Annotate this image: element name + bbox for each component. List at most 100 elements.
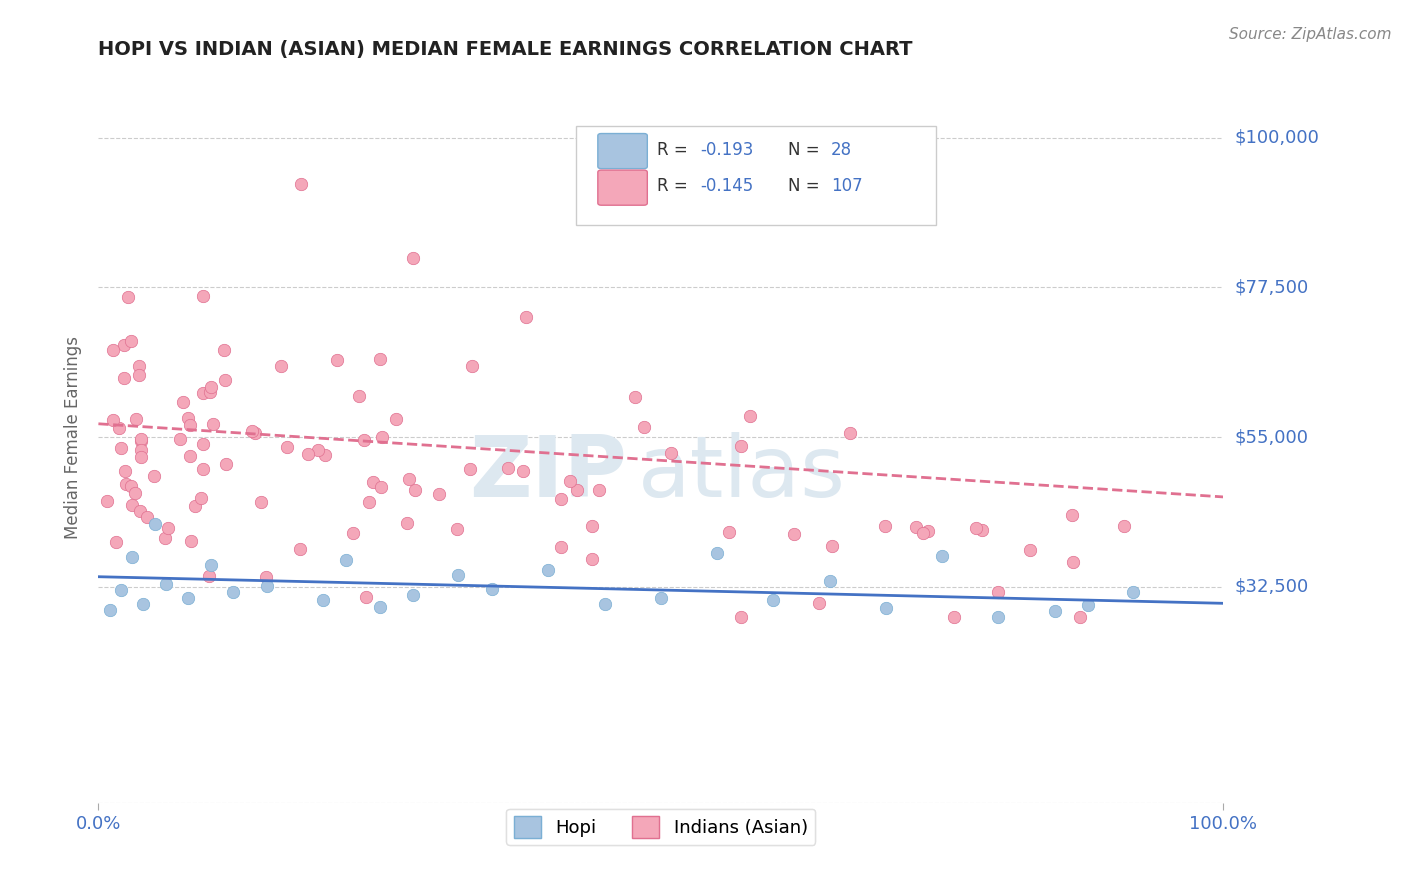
Point bbox=[129, 504, 152, 518]
Point bbox=[565, 483, 588, 497]
Point bbox=[326, 353, 349, 368]
Point bbox=[335, 553, 357, 567]
Point bbox=[911, 525, 934, 540]
Text: R =: R = bbox=[658, 178, 693, 195]
Point bbox=[200, 558, 222, 573]
Point bbox=[121, 550, 143, 565]
Point bbox=[101, 413, 124, 427]
Text: -0.145: -0.145 bbox=[700, 178, 754, 195]
Point bbox=[110, 583, 132, 598]
Point bbox=[222, 585, 245, 599]
Point bbox=[128, 368, 150, 382]
Point bbox=[256, 579, 278, 593]
Point bbox=[254, 570, 277, 584]
Point bbox=[128, 359, 150, 373]
Point bbox=[240, 424, 263, 438]
Point bbox=[762, 593, 785, 607]
Point bbox=[1043, 604, 1066, 618]
Point bbox=[624, 390, 647, 404]
Point bbox=[142, 468, 165, 483]
Point bbox=[98, 603, 121, 617]
Point bbox=[353, 433, 375, 447]
Point bbox=[190, 491, 212, 506]
Point bbox=[191, 462, 214, 476]
Point bbox=[588, 483, 610, 497]
Point bbox=[1077, 598, 1099, 612]
Point bbox=[398, 472, 420, 486]
FancyBboxPatch shape bbox=[598, 170, 647, 205]
Point bbox=[429, 487, 451, 501]
Point bbox=[104, 535, 127, 549]
Point bbox=[1122, 585, 1144, 599]
Point bbox=[942, 609, 965, 624]
Point bbox=[481, 582, 503, 597]
Point bbox=[312, 593, 335, 607]
Text: R =: R = bbox=[658, 141, 693, 159]
Point bbox=[550, 540, 572, 554]
Point bbox=[368, 352, 391, 367]
Point bbox=[250, 495, 273, 509]
Point bbox=[214, 457, 236, 471]
Point bbox=[191, 386, 214, 401]
Text: atlas: atlas bbox=[638, 432, 846, 516]
Point bbox=[1112, 519, 1135, 533]
Point bbox=[198, 384, 221, 399]
Text: $77,500: $77,500 bbox=[1234, 278, 1309, 296]
Point bbox=[581, 519, 603, 533]
Point bbox=[1019, 543, 1042, 558]
Point bbox=[307, 442, 329, 457]
Point bbox=[659, 446, 682, 460]
Point bbox=[965, 521, 987, 535]
Point bbox=[107, 421, 129, 435]
Point bbox=[1069, 609, 1091, 624]
Point bbox=[460, 359, 482, 373]
Point bbox=[136, 510, 159, 524]
Point bbox=[180, 533, 202, 548]
Point bbox=[931, 549, 953, 563]
Point bbox=[550, 491, 572, 506]
FancyBboxPatch shape bbox=[576, 126, 936, 225]
Point bbox=[198, 569, 221, 583]
Point bbox=[730, 609, 752, 624]
Point bbox=[361, 475, 384, 490]
Point bbox=[129, 434, 152, 449]
Text: N =: N = bbox=[787, 178, 825, 195]
Point bbox=[202, 417, 225, 432]
Point bbox=[593, 597, 616, 611]
Text: N =: N = bbox=[787, 141, 825, 159]
Point bbox=[354, 590, 377, 604]
Point bbox=[537, 563, 560, 577]
Point bbox=[112, 371, 135, 385]
Point bbox=[125, 412, 148, 426]
Point bbox=[730, 439, 752, 453]
Point bbox=[179, 449, 201, 463]
Point bbox=[96, 493, 118, 508]
Point bbox=[385, 412, 408, 426]
Point bbox=[112, 337, 135, 351]
Point bbox=[214, 373, 236, 387]
Point bbox=[368, 600, 391, 615]
Point bbox=[200, 379, 222, 393]
Text: $55,000: $55,000 bbox=[1234, 428, 1309, 446]
Point bbox=[193, 288, 215, 302]
Point bbox=[873, 519, 896, 533]
Point bbox=[131, 432, 153, 446]
Point bbox=[740, 409, 762, 423]
Point bbox=[783, 526, 806, 541]
Point bbox=[288, 541, 311, 556]
Point bbox=[987, 584, 1010, 599]
Point bbox=[972, 523, 994, 537]
Point bbox=[402, 251, 425, 265]
Point bbox=[179, 418, 201, 433]
Point bbox=[496, 460, 519, 475]
Point bbox=[212, 343, 235, 357]
Point bbox=[103, 343, 125, 357]
Point bbox=[917, 524, 939, 538]
Point bbox=[706, 546, 728, 560]
Point bbox=[270, 359, 292, 373]
Text: -0.193: -0.193 bbox=[700, 141, 754, 159]
Point bbox=[818, 574, 841, 588]
Point bbox=[512, 464, 534, 478]
Point bbox=[129, 450, 152, 465]
Point bbox=[987, 609, 1010, 624]
